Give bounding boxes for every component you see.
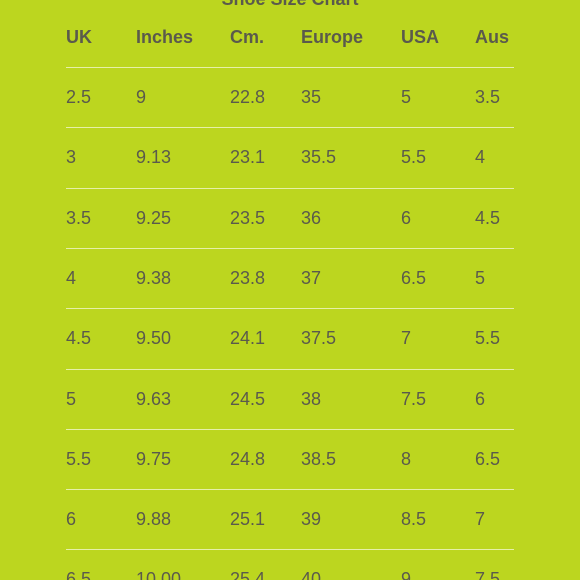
header-aus: Aus [475,27,510,47]
row-divider [66,428,514,430]
row-divider [66,127,514,129]
cell-inches: 9.50 [136,328,172,349]
table-row: 3 9.13 23.1 35.5 5.5 4 [66,142,514,172]
cell-usa: 6 [401,207,412,228]
cell-europe: 37 [301,267,322,288]
cell-usa: 5 [401,87,412,107]
cell-uk: 4 [66,267,77,288]
table-row: 3.5 9.25 23.5 36 6 4.5 [66,203,514,233]
cell-cm: 23.8 [230,267,266,288]
cell-cm: 24.5 [230,388,266,409]
cell-uk: 3.5 [66,207,92,228]
cell-aus: 3.5 [475,87,501,107]
table-row: 2.5 9 22.8 35 5 3.5 [66,82,514,112]
cell-aus: 7 [475,509,486,530]
cell-uk: 5 [66,388,77,409]
cell-cm: 24.1 [230,328,266,349]
cell-inches: 10.00 [136,569,182,580]
cell-cm: 25.1 [230,509,266,530]
table-row: 5.5 9.75 24.8 38.5 8 6.5 [66,444,514,474]
cell-aus: 4.5 [475,207,501,228]
cell-cm: 23.5 [230,207,266,228]
cell-europe: 39 [301,509,322,530]
cell-uk: 6 [66,509,77,530]
cell-cm: 23.1 [230,147,266,168]
cell-usa: 7 [401,328,412,349]
cell-aus: 5.5 [475,328,501,349]
cell-europe: 38 [301,388,322,409]
cell-inches: 9.75 [136,448,172,469]
cell-aus: 4 [475,147,486,168]
cell-inches: 9 [136,87,147,107]
cell-inches: 9.63 [136,388,172,409]
table-row: 6 9.88 25.1 39 8.5 7 [66,504,514,534]
cell-uk: 3 [66,147,77,168]
header-cm: Cm. [230,27,265,47]
cell-uk: 5.5 [66,448,92,469]
cell-cm: 25.4 [230,569,266,580]
header-europe: Europe [301,27,364,47]
chart-title: Shoe Size Chart [0,0,580,10]
cell-usa: 9 [401,569,412,580]
table-header-row: UK Inches Cm. Europe USA Aus [66,22,514,52]
row-divider [66,308,514,310]
row-divider [66,187,514,189]
cell-aus: 6 [475,388,486,409]
cell-aus: 6.5 [475,448,501,469]
row-divider [66,549,514,551]
table-row: 6.5 10.00 25.4 40 9 7.5 [66,564,514,580]
cell-inches: 9.13 [136,147,172,168]
cell-europe: 40 [301,569,322,580]
cell-cm: 22.8 [230,87,266,107]
cell-europe: 38.5 [301,448,337,469]
cell-usa: 5.5 [401,147,427,168]
row-divider [66,247,514,249]
cell-usa: 8 [401,448,412,469]
table-row: 4 9.38 23.8 37 6.5 5 [66,263,514,293]
row-divider [66,67,514,68]
cell-uk: 6.5 [66,569,92,580]
cell-europe: 35 [301,87,322,107]
row-divider [66,368,514,370]
cell-inches: 9.88 [136,509,172,530]
cell-europe: 37.5 [301,328,337,349]
table-row: 4.5 9.50 24.1 37.5 7 5.5 [66,323,514,353]
cell-usa: 7.5 [401,388,427,409]
header-uk: UK [66,27,92,47]
cell-europe: 35.5 [301,147,337,168]
cell-uk: 4.5 [66,328,92,349]
cell-europe: 36 [301,207,322,228]
table-row: 5 9.63 24.5 38 7.5 6 [66,384,514,414]
header-inches: Inches [136,27,194,47]
cell-usa: 6.5 [401,267,427,288]
header-usa: USA [401,27,440,47]
row-divider [66,489,514,491]
cell-cm: 24.8 [230,448,266,469]
cell-aus: 5 [475,267,486,288]
cell-usa: 8.5 [401,509,427,530]
cell-uk: 2.5 [66,87,92,107]
cell-aus: 7.5 [475,569,501,580]
cell-inches: 9.25 [136,207,172,228]
cell-inches: 9.38 [136,267,172,288]
